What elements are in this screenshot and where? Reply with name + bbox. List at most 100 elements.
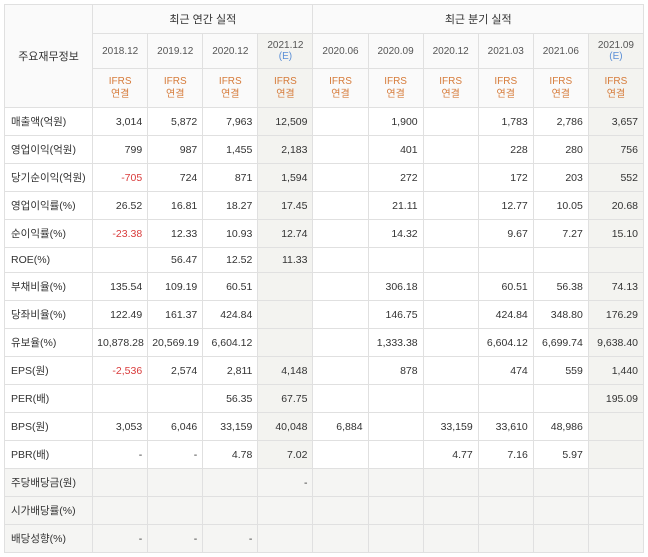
data-cell: [148, 385, 203, 413]
table-row: 주당배당금(원)-: [5, 469, 644, 497]
data-cell: [478, 469, 533, 497]
header-period: 2021.03: [478, 34, 533, 69]
table-row: 영업이익률(%)26.5216.8118.2717.4521.1112.7710…: [5, 192, 644, 220]
table-row: 부채비율(%)135.54109.1960.51306.1860.5156.38…: [5, 273, 644, 301]
data-cell: [423, 469, 478, 497]
data-cell: -: [258, 469, 313, 497]
data-cell: 56.38: [533, 273, 588, 301]
row-label: 배당성향(%): [5, 525, 93, 553]
data-cell: 6,046: [148, 413, 203, 441]
header-ifrs: IFRS연결: [203, 69, 258, 108]
data-cell: 1,783: [478, 108, 533, 136]
data-cell: [313, 525, 368, 553]
data-cell: [93, 248, 148, 273]
row-label: 시가배당률(%): [5, 497, 93, 525]
data-cell: [313, 497, 368, 525]
data-cell: 6,604.12: [203, 329, 258, 357]
data-cell: 9.67: [478, 220, 533, 248]
data-cell: 56.47: [148, 248, 203, 273]
data-cell: 12.77: [478, 192, 533, 220]
data-cell: [478, 385, 533, 413]
data-cell: 161.37: [148, 301, 203, 329]
data-cell: 33,159: [423, 413, 478, 441]
data-cell: [258, 273, 313, 301]
data-cell: 1,455: [203, 136, 258, 164]
data-cell: [313, 248, 368, 273]
data-cell: [423, 301, 478, 329]
data-cell: 724: [148, 164, 203, 192]
data-cell: 2,574: [148, 357, 203, 385]
data-cell: [368, 248, 423, 273]
data-cell: 195.09: [588, 385, 643, 413]
data-cell: [203, 469, 258, 497]
row-label: 유보율(%): [5, 329, 93, 357]
data-cell: 12.52: [203, 248, 258, 273]
data-cell: 559: [533, 357, 588, 385]
header-period: 2020.12: [423, 34, 478, 69]
data-cell: [313, 385, 368, 413]
data-cell: 871: [203, 164, 258, 192]
data-cell: 12.74: [258, 220, 313, 248]
data-cell: 135.54: [93, 273, 148, 301]
header-ifrs: IFRS연결: [258, 69, 313, 108]
row-label: 당좌비율(%): [5, 301, 93, 329]
header-ifrs: IFRS연결: [588, 69, 643, 108]
row-label: PBR(배): [5, 441, 93, 469]
data-cell: [533, 385, 588, 413]
row-label: EPS(원): [5, 357, 93, 385]
data-cell: 987: [148, 136, 203, 164]
header-period: 2018.12: [93, 34, 148, 69]
data-cell: [588, 525, 643, 553]
data-cell: [423, 164, 478, 192]
data-cell: 272: [368, 164, 423, 192]
data-cell: 74.13: [588, 273, 643, 301]
data-cell: 878: [368, 357, 423, 385]
data-cell: 7,963: [203, 108, 258, 136]
data-cell: [93, 385, 148, 413]
table-row: EPS(원)-2,5362,5742,8114,1488784745591,44…: [5, 357, 644, 385]
row-label: 당기순이익(억원): [5, 164, 93, 192]
table-row: PBR(배)--4.787.024.777.165.97: [5, 441, 644, 469]
data-cell: 21.11: [368, 192, 423, 220]
data-cell: 122.49: [93, 301, 148, 329]
data-cell: [313, 192, 368, 220]
header-period: 2020.12: [203, 34, 258, 69]
data-cell: [588, 248, 643, 273]
data-cell: 7.27: [533, 220, 588, 248]
table-header: 주요재무정보 최근 연간 실적 최근 분기 실적 2018.122019.122…: [5, 5, 644, 108]
data-cell: 14.32: [368, 220, 423, 248]
header-period: 2021.09 (E): [588, 34, 643, 69]
data-cell: 6,884: [313, 413, 368, 441]
data-cell: 60.51: [203, 273, 258, 301]
data-cell: 4.77: [423, 441, 478, 469]
data-cell: 10.05: [533, 192, 588, 220]
header-period: 2020.06: [313, 34, 368, 69]
data-cell: [423, 192, 478, 220]
data-cell: [203, 497, 258, 525]
data-cell: [93, 469, 148, 497]
data-cell: 1,333.38: [368, 329, 423, 357]
data-cell: [478, 497, 533, 525]
data-cell: 12,509: [258, 108, 313, 136]
data-cell: [148, 469, 203, 497]
data-cell: 26.52: [93, 192, 148, 220]
table-row: 매출액(억원)3,0145,8727,96312,5091,9001,7832,…: [5, 108, 644, 136]
data-cell: 3,053: [93, 413, 148, 441]
data-cell: [533, 248, 588, 273]
header-ifrs: IFRS연결: [368, 69, 423, 108]
table-row: 영업이익(억원)7999871,4552,183401228280756: [5, 136, 644, 164]
data-cell: 10,878.28: [93, 329, 148, 357]
data-cell: 67.75: [258, 385, 313, 413]
data-cell: [423, 220, 478, 248]
row-label: 부채비율(%): [5, 273, 93, 301]
header-ifrs: IFRS연결: [423, 69, 478, 108]
data-cell: 4.78: [203, 441, 258, 469]
data-cell: -: [148, 441, 203, 469]
table-row: BPS(원)3,0536,04633,15940,0486,88433,1593…: [5, 413, 644, 441]
data-cell: 424.84: [203, 301, 258, 329]
data-cell: [588, 413, 643, 441]
data-cell: 18.27: [203, 192, 258, 220]
data-cell: 306.18: [368, 273, 423, 301]
data-cell: 2,786: [533, 108, 588, 136]
data-cell: [423, 357, 478, 385]
